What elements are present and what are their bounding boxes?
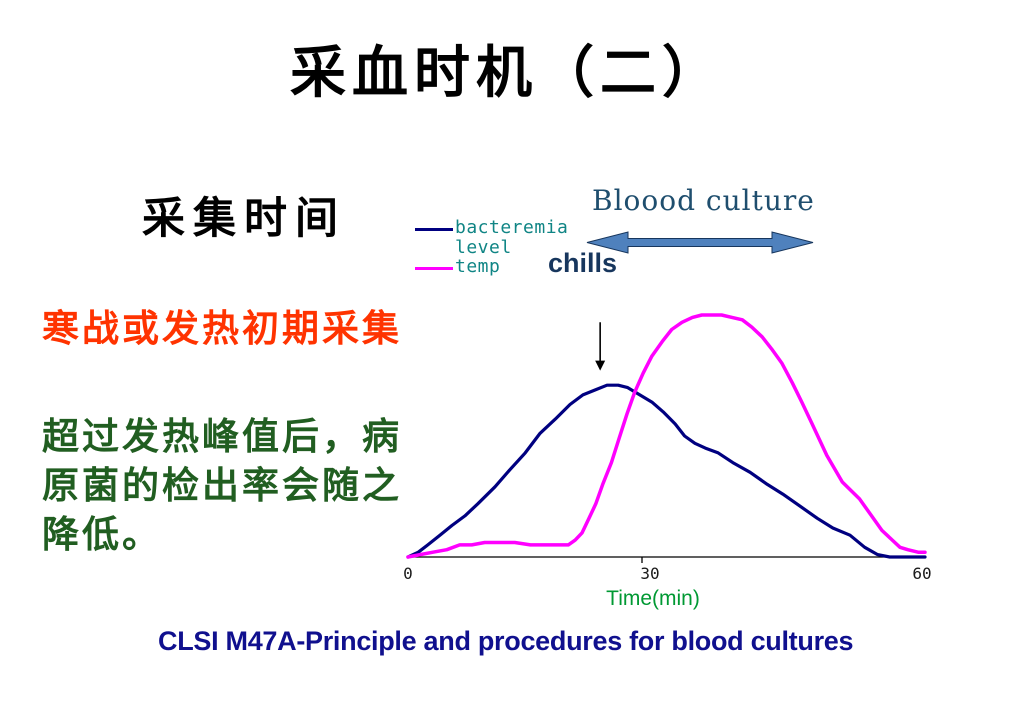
legend-label-bacteremia: bacteremia level — [455, 217, 569, 258]
collection-time-heading: 采集时间 — [142, 196, 346, 243]
x-axis-title: Time(min) — [606, 587, 700, 610]
slide-title: 采血时机（二） — [290, 43, 724, 105]
legend-swatch-bacteremia — [415, 228, 453, 231]
series-temp-curve — [406, 313, 927, 559]
legend-swatch-temp — [415, 267, 453, 270]
reference-citation: CLSI M47A-Principle and procedures for b… — [158, 626, 854, 656]
note-collect-early: 寒战或发热初期采集 — [42, 309, 402, 350]
double-arrow — [586, 231, 814, 254]
note-detection-decline: 超过发热峰值后，病原菌的检出率会随之降低。 — [42, 417, 402, 556]
chills-arrow-head — [595, 360, 606, 371]
bacteremia-temp-chart — [406, 313, 927, 563]
double-arrow-shape — [586, 231, 814, 254]
blood-culture-label: Bloood culture — [592, 184, 815, 217]
x-tick-label-60: 60 — [912, 564, 932, 583]
x-tick-label-0: 0 — [403, 564, 413, 583]
legend-label-temp: temp — [455, 256, 501, 277]
series-bacteremia-curve — [406, 383, 927, 559]
chills-label: chills — [548, 248, 618, 278]
x-tick-label-30: 30 — [640, 564, 660, 583]
